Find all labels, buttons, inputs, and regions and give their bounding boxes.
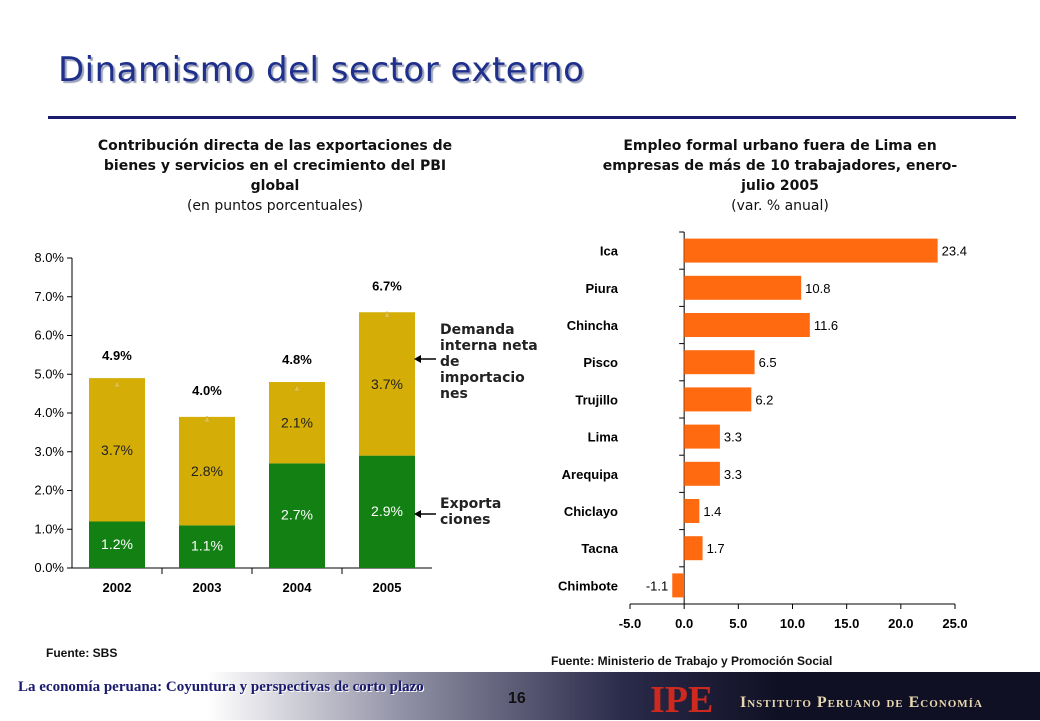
- total-label: 4.0%: [192, 383, 222, 398]
- ipe-logo: IPE: [650, 679, 714, 721]
- bar-segment: [269, 382, 325, 464]
- bar-value-label: -1.1: [646, 578, 668, 593]
- arrowhead-exports: [414, 510, 421, 518]
- bar-segment: [179, 525, 235, 568]
- segment-value-label: 2.9%: [371, 503, 403, 519]
- institute-name: Instituto Peruano de Economía: [740, 694, 983, 711]
- x-tick-label: 10.0: [780, 616, 805, 631]
- total-marker: [383, 310, 391, 318]
- y-tick-label: 4.0%: [34, 405, 64, 420]
- total-marker: [113, 380, 121, 388]
- bar-segment: [269, 463, 325, 568]
- bar-value-label: 6.5: [759, 355, 777, 370]
- bar: [684, 387, 752, 412]
- y-tick-label: 7.0%: [34, 289, 64, 304]
- x-tick-label: 2004: [283, 580, 313, 595]
- annotation-demand: Demanda interna neta de importacio nes: [440, 322, 538, 402]
- x-tick-label: 2002: [103, 580, 132, 595]
- segment-value-label: 1.1%: [191, 538, 223, 554]
- total-label: 4.8%: [282, 352, 312, 367]
- segment-value-label: 3.7%: [101, 442, 133, 458]
- right-chart-subtitle: (var. % anual): [731, 198, 829, 214]
- bar-value-label: 1.4: [703, 504, 721, 519]
- category-label: Chimbote: [558, 578, 618, 593]
- right-horizontal-bar-chart: -5.0 0.0 5.0 10.0 15.0 20.0 25.0 23.4 Ica 10.8 Piu…: [558, 231, 968, 631]
- y-tick-label: 6.0%: [34, 328, 64, 343]
- y-tick-label: 1.0%: [34, 521, 64, 536]
- bar: [684, 499, 700, 523]
- segment-value-label: 1.2%: [101, 536, 133, 552]
- annotation-exports: Exporta ciones: [440, 496, 502, 528]
- bar-segment: [89, 378, 145, 522]
- category-label: Pisco: [583, 355, 618, 370]
- category-label: Arequipa: [562, 467, 619, 482]
- x-tick-label: 20.0: [888, 616, 913, 631]
- bar: [672, 573, 685, 598]
- left-chart-subtitle: (en puntos porcentuales): [186, 198, 364, 214]
- category-label: Lima: [588, 430, 619, 445]
- category-label: Piura: [585, 281, 618, 296]
- bar-segment: [179, 416, 235, 526]
- footer-text: La economía peruana: Coyuntura y perspec…: [18, 679, 424, 695]
- bar-value-label: 10.8: [805, 281, 830, 296]
- bar-segment: [359, 312, 415, 456]
- bar: [684, 313, 810, 337]
- bar: [684, 536, 703, 561]
- total-marker: [293, 384, 301, 392]
- category-label: Chiclayo: [564, 504, 618, 519]
- footer-bar: [0, 672, 1040, 720]
- total-label: 6.7%: [372, 278, 402, 293]
- total-marker: [203, 415, 211, 423]
- bar-segment: [359, 455, 415, 568]
- title-rule: [48, 116, 1016, 119]
- bar-value-label: 11.6: [814, 318, 838, 333]
- y-tick-label: 8.0%: [34, 250, 64, 265]
- segment-value-label: 2.1%: [281, 415, 313, 431]
- bar: [684, 275, 802, 300]
- x-tick-label: 5.0: [729, 616, 747, 631]
- category-label: Tacna: [581, 541, 618, 556]
- x-tick-label: 0.0: [675, 616, 693, 631]
- left-stacked-bar-chart: 0.0% 1.0% 2.0% 3.0% 4.0% 5.0% 6.0% 7.0% 8.0% 1.2%…: [34, 250, 436, 595]
- bar-value-label: 6.2: [755, 392, 773, 407]
- y-tick-label: 3.0%: [34, 444, 64, 459]
- bar-segment: [89, 521, 145, 568]
- left-chart-title-main: Contribución directa de las exportacione…: [97, 138, 453, 194]
- segment-value-label: 2.7%: [281, 507, 313, 523]
- y-tick-label: 0.0%: [34, 560, 64, 575]
- category-label: Ica: [600, 244, 619, 259]
- x-tick-label: 25.0: [942, 616, 967, 631]
- bar-value-label: 1.7: [707, 541, 725, 556]
- page-number: 16: [508, 690, 526, 707]
- category-label: Trujillo: [575, 392, 618, 407]
- bar-value-label: 3.3: [724, 430, 742, 445]
- category-label: Chincha: [567, 318, 619, 333]
- x-tick-label: -5.0: [619, 616, 641, 631]
- y-tick-label: 5.0%: [34, 366, 64, 381]
- total-label: 4.9%: [102, 348, 132, 363]
- arrowhead-demand: [414, 355, 421, 363]
- bar: [684, 238, 938, 263]
- right-chart-title-main: Empleo formal urbano fuera de Lima en em…: [602, 138, 958, 194]
- bar-value-label: 23.4: [942, 244, 967, 259]
- y-tick-label: 2.0%: [34, 483, 64, 498]
- bar: [684, 424, 720, 449]
- x-tick-label: 2003: [193, 580, 222, 595]
- bar: [684, 461, 720, 486]
- right-chart-title: Empleo formal urbano fuera de Lima en em…: [590, 136, 970, 216]
- segment-value-label: 3.7%: [371, 376, 403, 392]
- right-source: Fuente: Ministerio de Trabajo y Promoció…: [551, 654, 833, 668]
- slide-title: Dinamismo del sector externo: [58, 50, 585, 90]
- left-source: Fuente: SBS: [46, 646, 118, 660]
- left-chart-title: Contribución directa de las exportacione…: [80, 136, 470, 216]
- bar-value-label: 3.3: [724, 467, 742, 482]
- bar: [684, 350, 755, 375]
- x-tick-label: 2005: [373, 580, 402, 595]
- segment-value-label: 2.8%: [191, 463, 223, 479]
- x-tick-label: 15.0: [834, 616, 859, 631]
